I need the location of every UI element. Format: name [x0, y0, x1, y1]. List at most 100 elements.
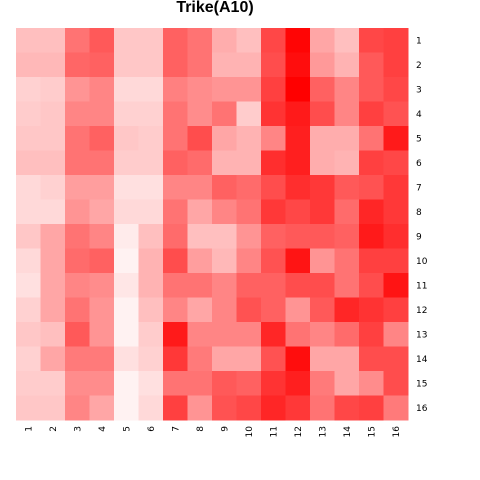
heatmap-cell-r5-c3 — [65, 126, 90, 151]
column-label-9: 9 — [220, 426, 230, 432]
heatmap-cell-r7-c8 — [187, 175, 213, 200]
heatmap-cell-r9-c14 — [334, 224, 360, 249]
heatmap-cell-r1-c16 — [383, 28, 409, 53]
heatmap-cell-r13-c9 — [212, 322, 237, 347]
heatmap-cell-r15-c2 — [40, 371, 66, 396]
heatmap-cell-r12-c13 — [310, 297, 335, 323]
heatmap-cell-r4-c4 — [89, 101, 115, 127]
heatmap-cell-r9-c9 — [212, 224, 237, 249]
heatmap-cell-r3-c1 — [16, 77, 41, 102]
heatmap-cell-r13-c7 — [163, 322, 188, 347]
heatmap-cell-r1-c1 — [16, 28, 41, 53]
heatmap-cell-r12-c12 — [285, 297, 311, 323]
heatmap-cell-r16-c5 — [114, 395, 139, 421]
heatmap-cell-r6-c12 — [285, 150, 311, 176]
heatmap-cell-r1-c3 — [65, 28, 90, 53]
heatmap-cell-r5-c9 — [212, 126, 237, 151]
heatmap-cell-r1-c8 — [187, 28, 213, 53]
heatmap-cell-r2-c16 — [383, 52, 409, 78]
heatmap-cell-r12-c2 — [40, 297, 66, 323]
heatmap-cell-r12-c10 — [236, 297, 262, 323]
heatmap-cell-r5-c16 — [383, 126, 409, 151]
heatmap-cell-r5-c2 — [40, 126, 66, 151]
column-label-12: 12 — [294, 426, 304, 437]
row-label-15: 15 — [416, 379, 427, 389]
row-label-6: 6 — [416, 159, 422, 169]
heatmap-cell-r8-c1 — [16, 199, 41, 225]
heatmap-cell-r11-c14 — [334, 273, 360, 298]
heatmap-cell-r9-c2 — [40, 224, 66, 249]
heatmap-cell-r11-c10 — [236, 273, 262, 298]
heatmap-cell-r14-c15 — [359, 346, 384, 372]
heatmap-cell-r12-c3 — [65, 297, 90, 323]
heatmap-cell-r2-c7 — [163, 52, 188, 78]
heatmap-cell-r7-c14 — [334, 175, 360, 200]
heatmap-cell-r11-c11 — [261, 273, 286, 298]
heatmap-cell-r15-c9 — [212, 371, 237, 396]
heatmap-cell-r9-c7 — [163, 224, 188, 249]
heatmap-cell-r11-c7 — [163, 273, 188, 298]
heatmap-cell-r15-c1 — [16, 371, 41, 396]
heatmap-cell-r3-c3 — [65, 77, 90, 102]
row-label-11: 11 — [416, 281, 427, 291]
column-label-10: 10 — [245, 426, 255, 438]
heatmap-cell-r16-c11 — [261, 395, 286, 421]
heatmap-cell-r10-c16 — [383, 248, 409, 274]
heatmap-cell-r7-c13 — [310, 175, 335, 200]
column-label-2: 2 — [49, 426, 59, 432]
heatmap-cell-r9-c3 — [65, 224, 90, 249]
heatmap-cell-r4-c7 — [163, 101, 188, 127]
row-label-13: 13 — [416, 330, 427, 340]
heatmap-cell-r4-c14 — [334, 101, 360, 127]
heatmap-cell-r13-c3 — [65, 322, 90, 347]
heatmap-cell-r16-c15 — [359, 395, 384, 421]
heatmap-cell-r1-c11 — [261, 28, 286, 53]
heatmap-cell-r16-c12 — [285, 395, 311, 421]
heatmap-cell-r6-c11 — [261, 150, 286, 176]
heatmap-cell-r4-c6 — [138, 101, 164, 127]
heatmap-cell-r6-c5 — [114, 150, 139, 176]
heatmap-cell-r16-c16 — [383, 395, 409, 421]
heatmap-cell-r2-c5 — [114, 52, 139, 78]
heatmap-cell-r15-c14 — [334, 371, 360, 396]
heatmap-cell-r8-c9 — [212, 199, 237, 225]
heatmap-cell-r16-c13 — [310, 395, 335, 421]
heatmap-cell-r8-c8 — [187, 199, 213, 225]
heatmap-cell-r12-c8 — [187, 297, 213, 323]
heatmap-cell-r2-c1 — [16, 52, 41, 78]
heatmap-cell-r10-c1 — [16, 248, 41, 274]
heatmap-cell-r4-c12 — [285, 101, 311, 127]
heatmap-cell-r8-c16 — [383, 199, 409, 225]
heatmap-cell-r11-c9 — [212, 273, 237, 298]
column-label-6: 6 — [147, 426, 157, 432]
heatmap-cell-r12-c6 — [138, 297, 164, 323]
heatmap-cell-r8-c4 — [89, 199, 115, 225]
column-label-8: 8 — [196, 426, 206, 432]
heatmap-cell-r3-c2 — [40, 77, 66, 102]
row-label-9: 9 — [416, 232, 422, 242]
heatmap-cell-r4-c8 — [187, 101, 213, 127]
heatmap-cell-r11-c4 — [89, 273, 115, 298]
heatmap-cell-r11-c3 — [65, 273, 90, 298]
heatmap-cell-r3-c16 — [383, 77, 409, 102]
heatmap-cell-r13-c5 — [114, 322, 139, 347]
heatmap-cell-r12-c7 — [163, 297, 188, 323]
heatmap-cell-r15-c10 — [236, 371, 262, 396]
heatmap-cell-r11-c6 — [138, 273, 164, 298]
heatmap-cell-r13-c8 — [187, 322, 213, 347]
heatmap-cell-r14-c9 — [212, 346, 237, 372]
heatmap-cell-r7-c2 — [40, 175, 66, 200]
heatmap-cell-r2-c9 — [212, 52, 237, 78]
heatmap-cell-r5-c7 — [163, 126, 188, 151]
heatmap-cell-r1-c14 — [334, 28, 360, 53]
heatmap-cell-r11-c8 — [187, 273, 213, 298]
heatmap-cell-r12-c1 — [16, 297, 41, 323]
row-label-5: 5 — [416, 134, 422, 144]
heatmap-cell-r1-c4 — [89, 28, 115, 53]
heatmap-cell-r14-c14 — [334, 346, 360, 372]
heatmap-cell-r14-c3 — [65, 346, 90, 372]
chart-title: Trike(A10) — [176, 0, 254, 16]
row-label-2: 2 — [416, 61, 422, 71]
heatmap-cell-r9-c11 — [261, 224, 286, 249]
